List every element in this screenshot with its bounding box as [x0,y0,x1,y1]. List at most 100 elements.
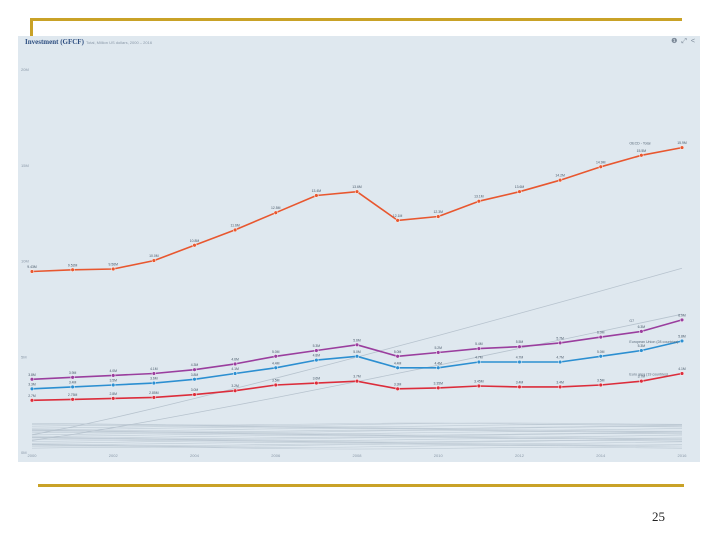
page-number: 25 [652,509,665,524]
data-point [557,359,563,365]
data-point [111,373,116,378]
data-label: 4.6M [231,357,239,361]
series-name-label: G7 [629,319,634,323]
data-point [557,340,563,346]
data-label: 10.8M [190,239,200,243]
data-point [273,365,278,370]
data-point [354,189,360,194]
data-point [314,193,319,198]
data-point [436,385,441,391]
data-point [517,384,522,390]
data-point [151,380,157,386]
data-point [679,371,685,376]
data-label: 9.56M [109,262,119,266]
data-label: 5.8M [678,334,686,338]
data-label: 3.5M [272,379,280,383]
data-point [192,377,197,382]
data-label: 5.6M [353,338,361,342]
data-point [395,218,400,223]
x-tick-label: 2000 [28,453,38,458]
data-label: 4.7M [556,356,564,360]
data-point [598,164,603,169]
data-label: 4.7M [475,356,483,360]
data-label: 15.9M [677,141,687,145]
chart-tools[interactable]: ❶ ⤢ < [671,38,696,45]
data-point [354,354,360,359]
data-label: 2.85M [149,391,159,395]
data-label: 9.52M [68,263,78,267]
data-point [639,329,644,334]
data-label: 13.1M [474,195,484,199]
y-tick-label: 15M [21,163,29,168]
data-label: 4.3M [191,363,199,367]
data-label: 11.6M [231,223,240,227]
data-label: 3.35M [434,381,444,385]
data-label: 2.7M [28,394,36,398]
data-label: 3.5M [109,379,117,383]
data-label: 6.0M [597,331,605,335]
data-point [517,189,522,194]
x-tick-label: 2012 [515,453,525,458]
data-point [111,396,116,401]
data-label: 13.6M [515,185,525,189]
data-label: 5.5M [516,340,524,344]
data-point [436,365,441,370]
data-label: 14.9M [596,160,606,164]
data-point [111,382,116,388]
data-label: 5.0M [353,350,361,354]
data-point [29,398,35,403]
data-label: 5.2M [434,346,442,350]
top-gold-rule [30,18,682,21]
data-label: 13.4M [312,189,322,193]
x-tick-label: 2016 [678,453,688,458]
background-country-line [31,432,683,437]
data-point [395,365,400,370]
data-label: 15.5M [637,149,647,153]
data-label: 3.7M [353,375,361,379]
data-label: 3.8M [28,373,36,377]
series-name-label: OECD - Total [629,142,650,146]
data-point [598,382,603,388]
data-label: 3.4M [69,380,77,384]
background-country-line [31,443,683,447]
data-label: 9.43M [27,265,37,269]
data-point [70,267,75,272]
data-point [314,348,319,353]
data-point [273,210,278,215]
x-tick-label: 2008 [353,453,363,458]
data-point [476,383,482,389]
data-point [354,342,360,347]
data-point [232,388,238,393]
data-point [598,354,603,359]
y-tick-label: 0M [21,450,27,455]
data-label: 3.3M [28,382,36,386]
background-country-line [31,436,683,440]
data-point [679,338,685,344]
background-country-line [31,443,683,447]
data-label: 5.0M [394,350,402,354]
data-label: 3.4M [516,380,524,384]
data-label: 3.3M [394,382,402,386]
data-label: 5.0M [597,350,605,354]
data-label: 3.2M [231,384,239,388]
data-label: 14.2M [555,174,565,178]
data-label: 4.4M [434,361,442,365]
data-label: 4.8M [313,354,321,358]
data-label: 4.0M [109,369,117,373]
data-label: 3.6M [150,377,158,381]
data-point [476,346,482,351]
data-point [29,386,35,391]
plot-background [18,36,700,462]
data-label: 12.5M [271,206,281,210]
y-tick-label: 20M [21,67,29,72]
x-tick-label: 2014 [596,453,606,458]
background-country-line [31,439,683,443]
data-point [517,359,522,365]
data-label: 6.3M [638,325,646,329]
data-point [192,243,197,248]
data-label: 4.1M [231,367,239,371]
data-point [232,371,238,376]
data-label: 4.4M [394,361,402,365]
data-label: 3.5M [597,379,605,383]
background-country-line [31,433,683,436]
